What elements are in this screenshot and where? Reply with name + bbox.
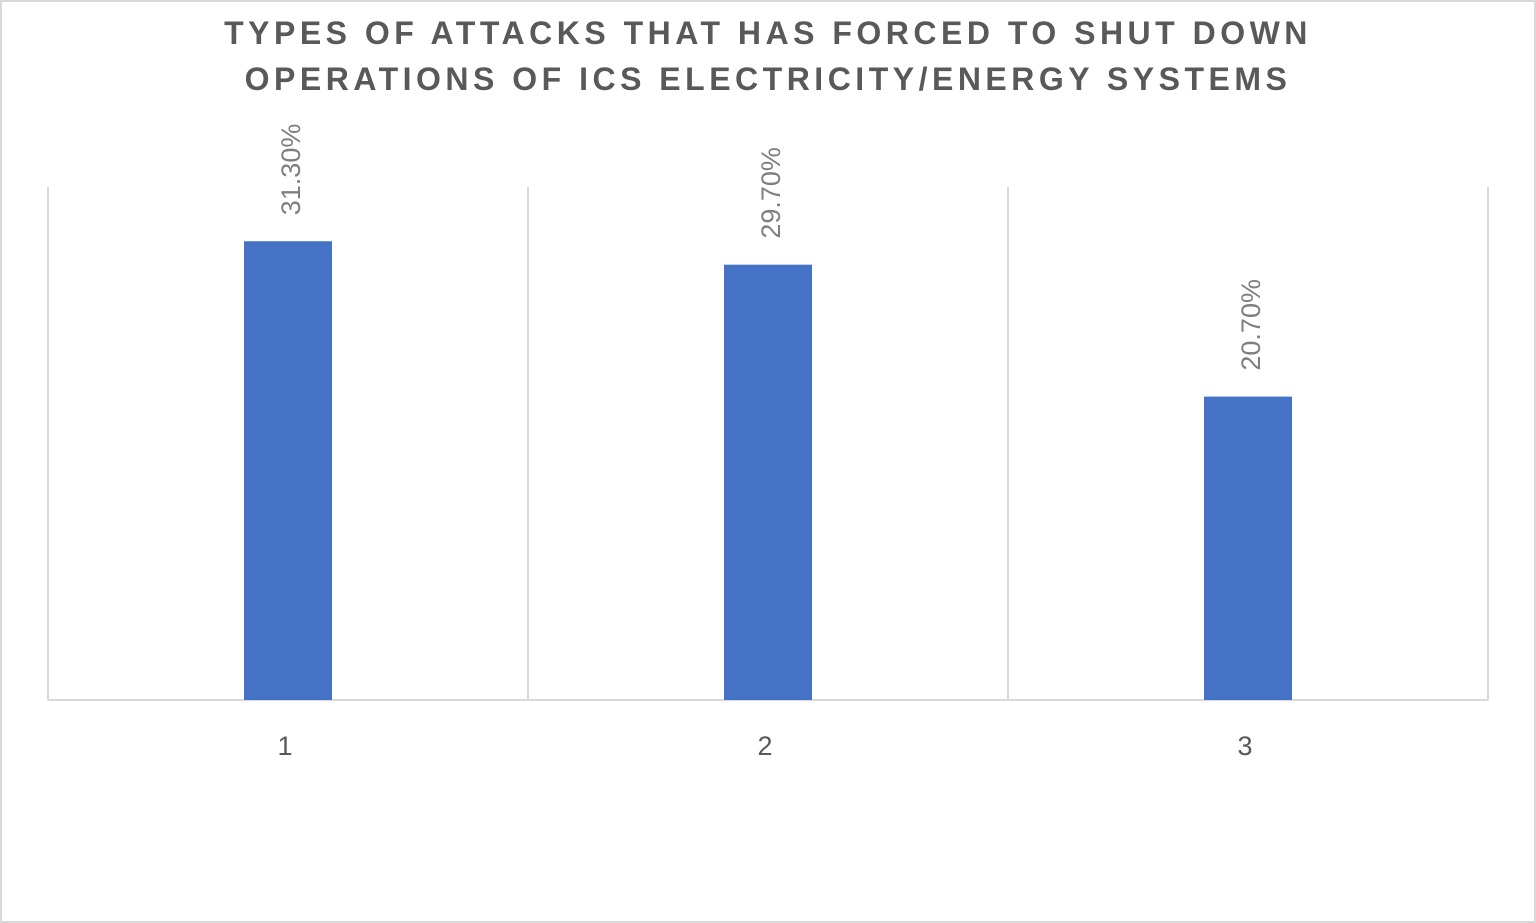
value-label: 31.30% — [276, 124, 306, 216]
x-tick-label: 3 — [1237, 731, 1252, 761]
chart-title: TYPES OF ATTACKS THAT HAS FORCED TO SHUT… — [224, 15, 1312, 51]
bar — [244, 241, 332, 700]
value-label: 29.70% — [756, 147, 786, 239]
chart-title: OPERATIONS OF ICS ELECTRICITY/ENERGY SYS… — [245, 61, 1292, 97]
value-label: 20.70% — [1236, 279, 1266, 371]
bar — [1204, 396, 1292, 700]
x-tick-label: 1 — [277, 731, 292, 761]
x-tick-label: 2 — [757, 731, 772, 761]
bar — [724, 264, 812, 700]
